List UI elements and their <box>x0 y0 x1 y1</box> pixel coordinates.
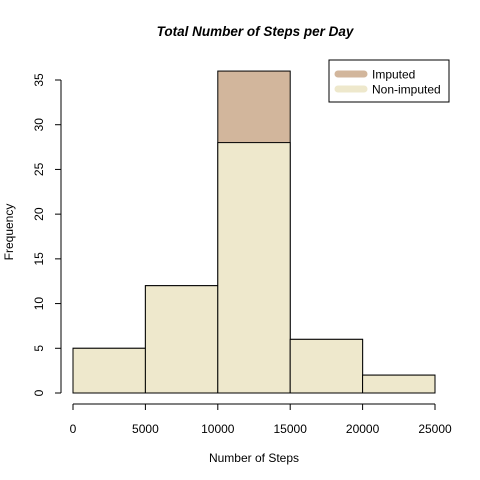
y-tick-label-2: 5 <box>32 345 46 352</box>
legend-label-1: Imputed <box>372 68 415 82</box>
chart-title: Total Number of Steps per Day <box>157 24 355 39</box>
non-imputed-bar-2 <box>145 286 217 393</box>
x-tick-label-1: 0 <box>70 422 77 436</box>
x-tick-label-3: 10000 <box>201 422 235 436</box>
x-tick-label-6: 25000 <box>418 422 452 436</box>
non-imputed-bars <box>73 143 435 393</box>
y-tick-label-6: 25 <box>32 162 46 176</box>
non-imputed-bar-1 <box>73 348 145 393</box>
x-tick-label-2: 5000 <box>132 422 159 436</box>
x-tick-label-5: 20000 <box>346 422 380 436</box>
x-axis: 0 5000 10000 15000 20000 25000 <box>70 404 452 436</box>
y-tick-label-3: 10 <box>32 297 46 311</box>
y-tick-label-8: 35 <box>32 73 46 87</box>
y-tick-label-7: 30 <box>32 118 46 132</box>
y-axis: 0 5 10 15 20 25 30 35 <box>32 73 61 396</box>
y-tick-label-5: 20 <box>32 207 46 221</box>
y-tick-label-1: 0 <box>32 389 46 396</box>
y-axis-title: Frequency <box>2 204 16 261</box>
non-imputed-bar-3 <box>218 143 290 393</box>
y-tick-label-4: 15 <box>32 252 46 266</box>
x-axis-title: Number of Steps <box>209 451 299 465</box>
x-tick-label-4: 15000 <box>274 422 308 436</box>
legend-label-2: Non-imputed <box>372 83 441 97</box>
non-imputed-bar-5 <box>363 375 435 393</box>
non-imputed-bar-4 <box>290 339 362 393</box>
